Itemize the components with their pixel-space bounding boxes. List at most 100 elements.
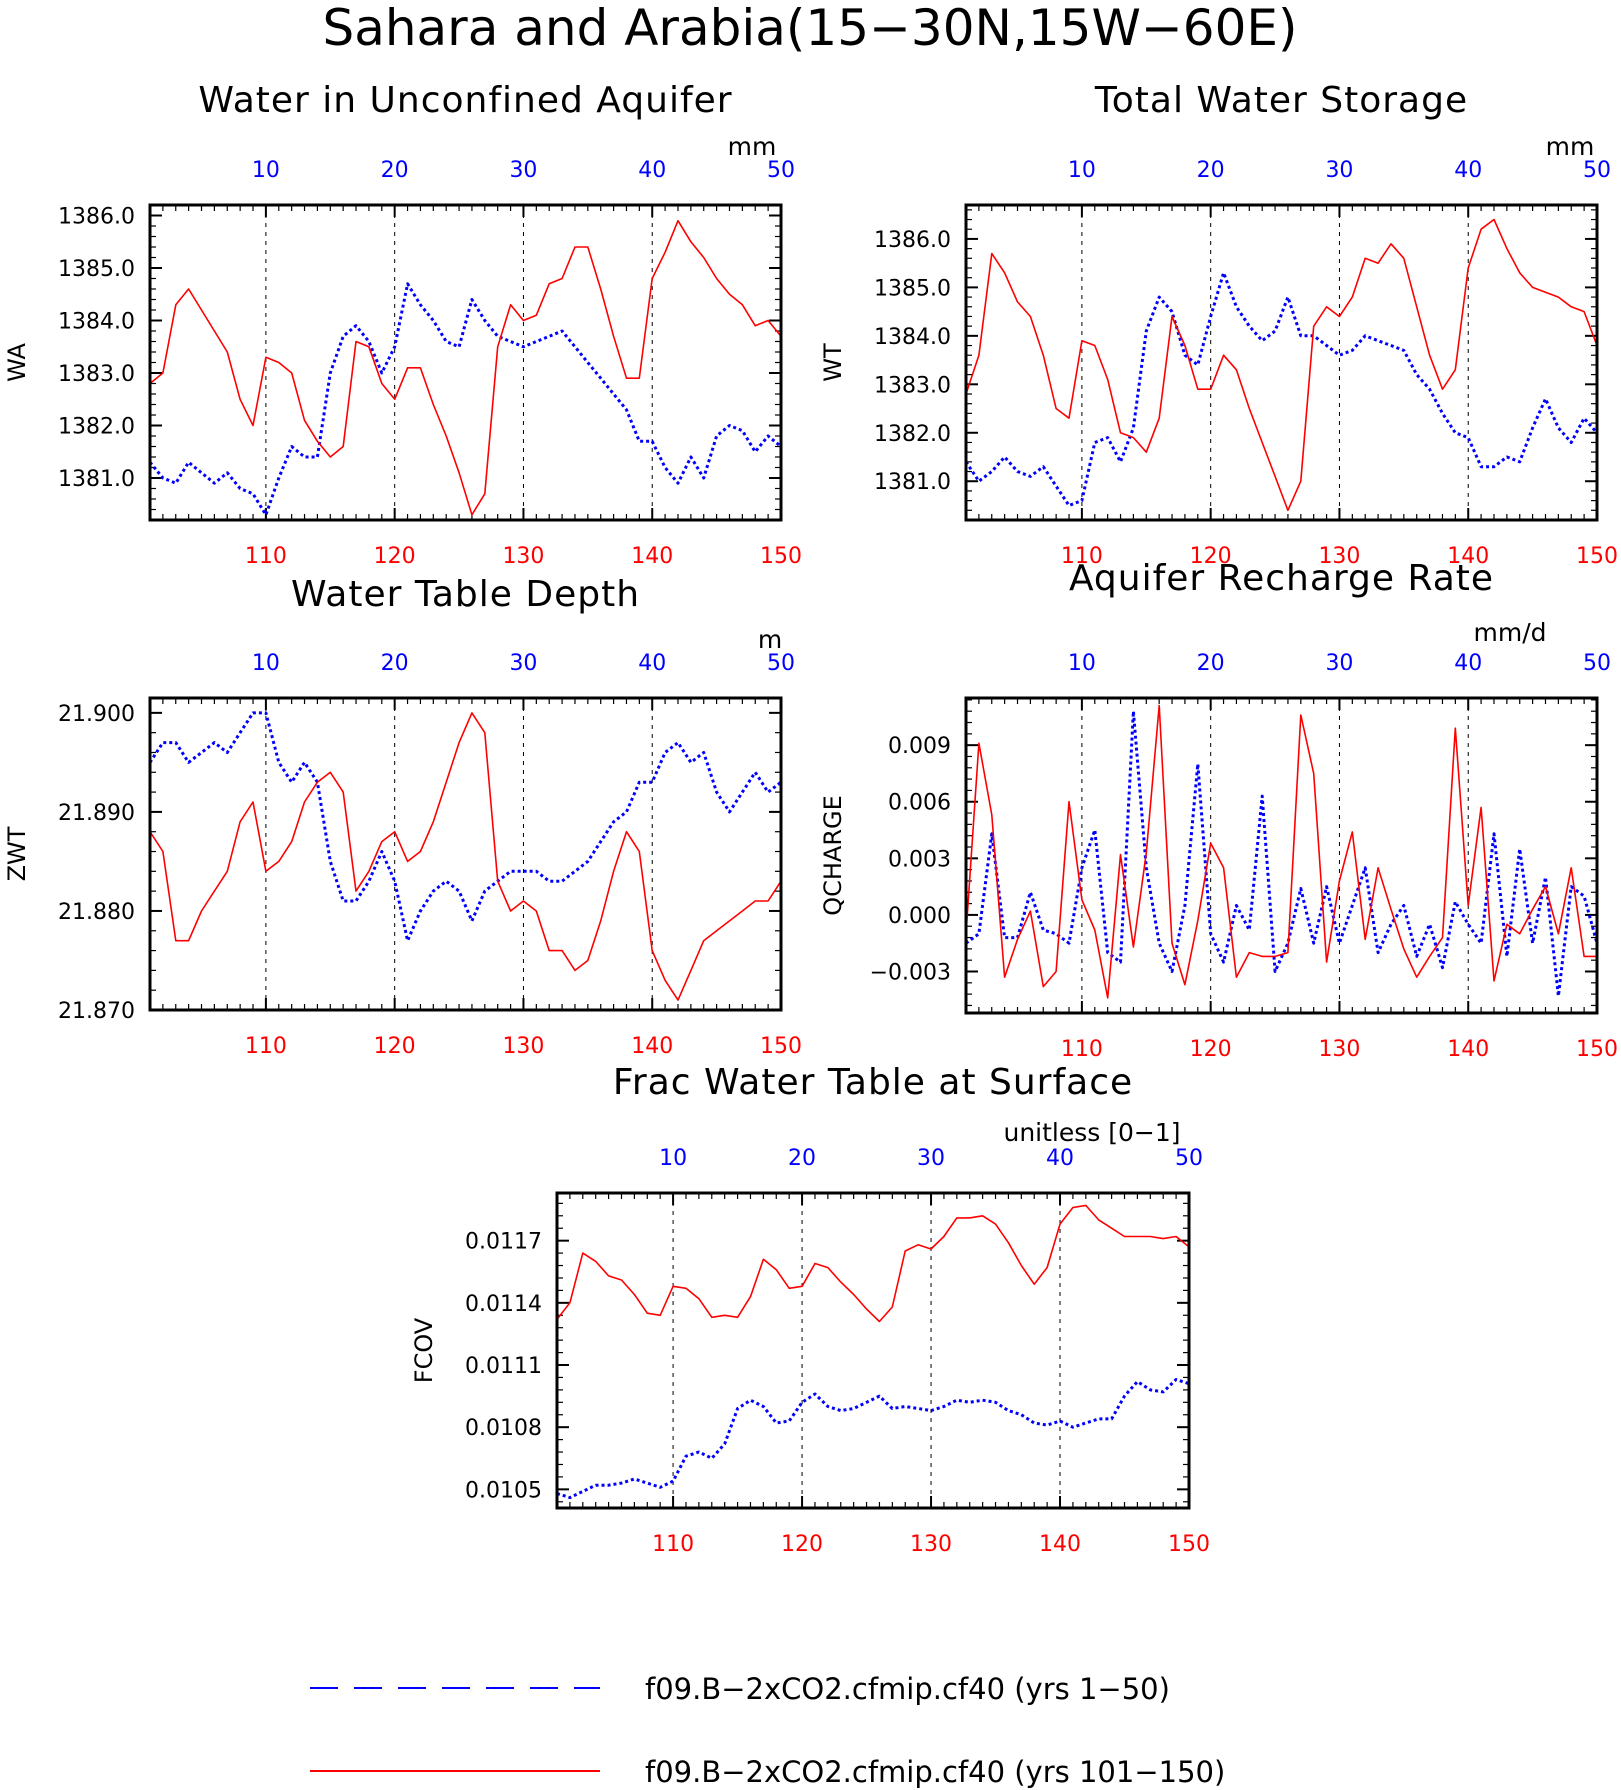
x-tick-label-bottom: 120 [1190,544,1232,569]
y-tick-label: 0.0114 [465,1292,542,1317]
y-tick-label: 1386.0 [874,228,951,253]
panel-title: Frac Water Table at Surface [613,1062,1133,1103]
x-tick-label-bottom: 150 [1576,1037,1618,1062]
y-tick-label: 1381.0 [58,467,135,492]
x-tick-label-bottom: 130 [502,1034,544,1059]
x-tick-label-bottom: 140 [631,544,673,569]
x-tick-label-top: 50 [1583,651,1611,676]
x-tick-label-bottom: 150 [760,1034,802,1059]
x-tick-label-bottom: 120 [1190,1037,1232,1062]
series-line-yrs-101-150 [150,712,781,1001]
y-tick-label: 0.000 [888,904,951,929]
x-tick-label-top: 40 [1046,1146,1074,1171]
panel-title: Aquifer Recharge Rate [1069,558,1494,599]
y-tick-label: 0.009 [888,734,951,759]
x-tick-label-bottom: 110 [652,1532,694,1557]
x-tick-label-top: 50 [767,651,795,676]
x-tick-label-bottom: 140 [631,1034,673,1059]
x-tick-label-bottom: 120 [374,1034,416,1059]
x-tick-label-bottom: 110 [1061,1037,1103,1062]
units-label: mm [728,132,777,161]
x-tick-label-top: 20 [1197,651,1225,676]
x-tick-label-bottom: 150 [1576,544,1618,569]
panel-2: Total Water Storage mm WT 110 120 130 140 150 10… [819,80,1618,569]
y-tick-label: 0.0108 [465,1416,542,1441]
series-line-yrs-1-50 [150,282,781,517]
y-tick-label: 0.0105 [465,1478,542,1503]
x-tick-label-top: 10 [1068,158,1096,183]
plot-frame [964,203,1599,522]
series-line-yrs-1-50 [150,711,781,943]
y-axis-label: FCOV [410,1317,438,1383]
x-tick-label-bottom: 130 [910,1532,952,1557]
panel-title: Water in Unconfined Aquifer [198,80,732,121]
units-label: m [758,625,782,654]
y-axis-label: WA [3,343,31,382]
legend: f09.B−2xCO2.cfmip.cf40 (yrs 1−50) f09.B−… [310,1672,1225,1789]
units-label: mm [1546,132,1595,161]
x-tick-label-top: 40 [1454,158,1482,183]
panel-title: Total Water Storage [1094,80,1468,121]
panel-1: Water in Unconfined Aquifer mm WA 110 120 130… [3,80,802,569]
y-tick-label: 1384.0 [58,310,135,335]
x-tick-label-top: 30 [509,651,537,676]
x-tick-label-top: 30 [1325,651,1353,676]
x-tick-label-top: 50 [767,158,795,183]
y-tick-label: 21.890 [58,801,135,826]
x-tick-label-top: 50 [1175,1146,1203,1171]
x-tick-label-top: 10 [659,1146,687,1171]
series-line-yrs-1-50 [557,1378,1189,1500]
y-tick-label: 1382.0 [58,415,135,440]
y-tick-label: 1385.0 [874,276,951,301]
panel-title: Water Table Depth [291,574,640,615]
plot-frame [148,203,783,522]
y-tick-label: 1382.0 [874,422,951,447]
series-line-yrs-1-50 [966,709,1597,998]
panel-4: Aquifer Recharge Rate mm/d QCHARGE 110 120 13… [819,558,1618,1062]
x-tick-label-bottom: 150 [760,544,802,569]
x-tick-label-top: 20 [381,651,409,676]
y-axis-label: WT [819,343,847,382]
y-tick-label: 1381.0 [874,470,951,495]
y-tick-label: 1383.0 [874,373,951,398]
legend-label-red: f09.B−2xCO2.cfmip.cf40 (yrs 101−150) [645,1755,1225,1789]
plot-frame [555,1191,1191,1510]
y-tick-label: 1386.0 [58,205,135,230]
legend-label-blue: f09.B−2xCO2.cfmip.cf40 (yrs 1−50) [645,1672,1170,1706]
x-tick-label-top: 50 [1583,158,1611,183]
x-tick-label-bottom: 150 [1168,1532,1210,1557]
plot-frame [964,696,1599,1015]
main-title: Sahara and Arabia(15−30N,15W−60E) [322,0,1297,57]
panel-3: Water Table Depth m ZWT 110 120 130 140 150 10 20… [3,574,802,1059]
x-tick-label-bottom: 140 [1039,1532,1081,1557]
series-line-yrs-101-150 [966,218,1597,512]
y-tick-label: 0.0111 [465,1354,542,1379]
y-axis-label: ZWT [3,826,31,881]
series-line-yrs-101-150 [966,704,1597,999]
x-tick-label-bottom: 110 [245,544,287,569]
x-tick-label-top: 10 [252,651,280,676]
x-tick-label-top: 40 [1454,651,1482,676]
x-tick-label-top: 30 [509,158,537,183]
x-tick-label-top: 30 [1325,158,1353,183]
x-tick-label-top: 10 [1068,651,1096,676]
x-tick-label-bottom: 140 [1447,1037,1489,1062]
series-line-yrs-1-50 [966,271,1597,507]
x-tick-label-bottom: 130 [1318,1037,1360,1062]
x-tick-label-top: 20 [1197,158,1225,183]
x-tick-label-bottom: 140 [1447,544,1489,569]
y-tick-label: 0.003 [888,847,951,872]
series-line-yrs-101-150 [150,219,781,516]
x-tick-label-bottom: 110 [1061,544,1103,569]
x-tick-label-top: 20 [381,158,409,183]
x-tick-label-bottom: 130 [1318,544,1360,569]
units-label: unitless [0−1] [1003,1118,1180,1147]
x-tick-label-top: 40 [638,158,666,183]
x-tick-label-top: 20 [788,1146,816,1171]
units-label: mm/d [1474,618,1547,647]
x-tick-label-bottom: 120 [374,544,416,569]
x-tick-label-bottom: 110 [245,1034,287,1059]
y-tick-label: 0.0117 [465,1230,542,1255]
y-tick-label: 21.900 [58,702,135,727]
panel-5: Frac Water Table at Surface unitless [0−1… [410,1062,1210,1557]
